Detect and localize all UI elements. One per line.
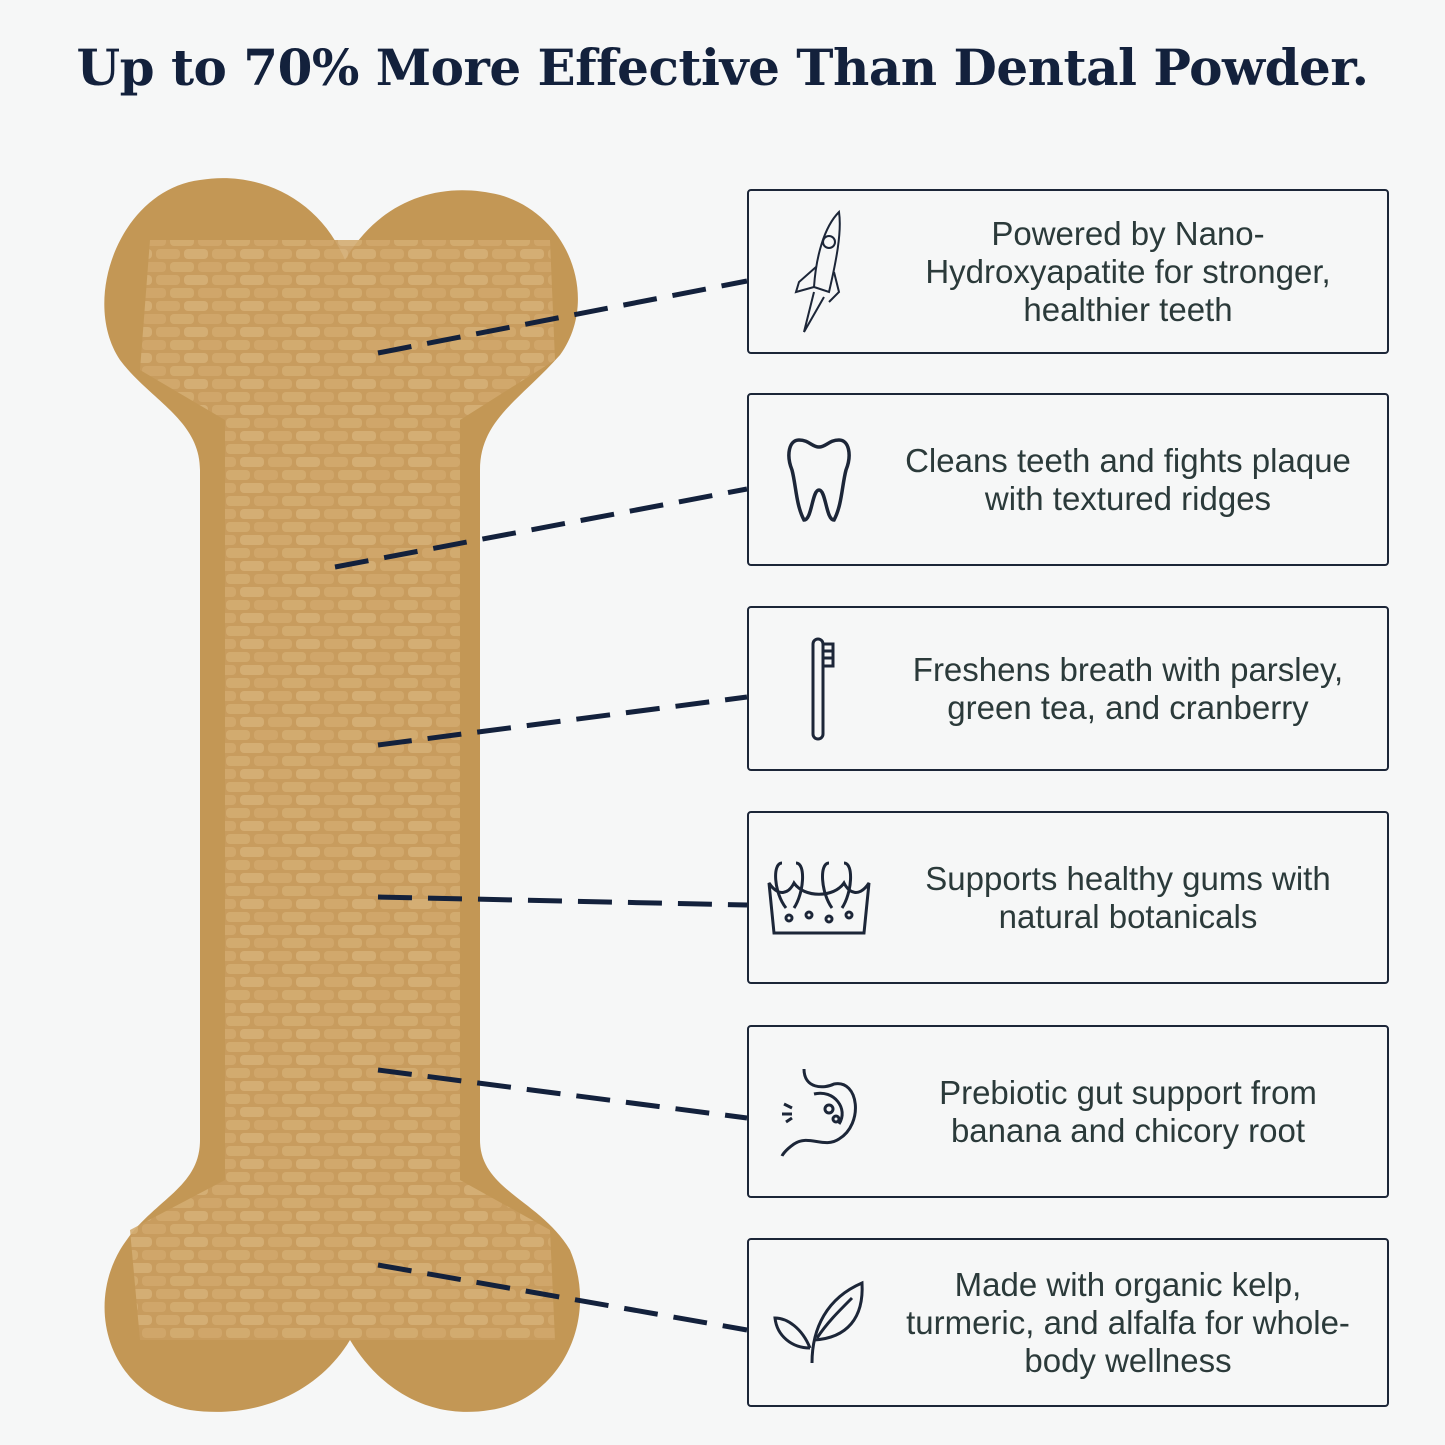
feature-card: Freshens breath with parsley, green tea,… <box>747 606 1389 771</box>
feature-card: Cleans teeth and fights plaque with text… <box>747 393 1389 566</box>
connector-lines <box>334 278 748 1333</box>
feature-text: Powered by Nano-Hydroxyapatite for stron… <box>925 214 1331 328</box>
stomach-icon <box>749 1064 889 1159</box>
feature-text: Made with organic kelp, turmeric, and al… <box>906 1265 1350 1379</box>
leaf-icon <box>749 1278 889 1368</box>
feature-card: Made with organic kelp, turmeric, and al… <box>747 1238 1389 1407</box>
feature-card: Prebiotic gut support from banana and ch… <box>747 1025 1389 1198</box>
feature-card: Powered by Nano-Hydroxyapatite for stron… <box>747 189 1389 354</box>
tooth-icon <box>749 435 889 525</box>
rocket-icon <box>749 207 889 337</box>
feature-text: Cleans teeth and fights plaque with text… <box>905 441 1351 517</box>
feature-text: Freshens breath with parsley, green tea,… <box>912 650 1344 726</box>
page-title: Up to 70% More Effective Than Dental Pow… <box>76 38 1369 97</box>
feature-text: Prebiotic gut support from banana and ch… <box>939 1073 1317 1149</box>
gums-icon <box>749 853 889 943</box>
toothbrush-icon <box>749 634 889 744</box>
feature-card: Supports healthy gums with natural botan… <box>747 811 1389 984</box>
feature-text: Supports healthy gums with natural botan… <box>925 859 1331 935</box>
